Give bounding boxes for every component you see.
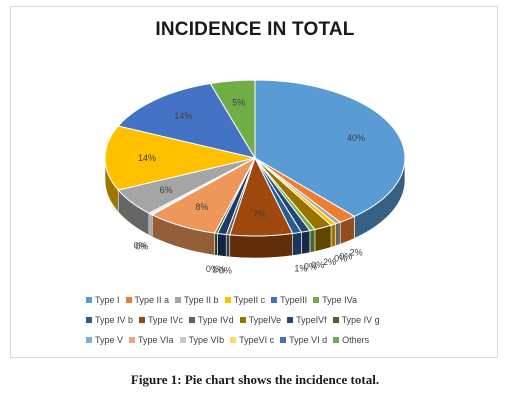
pie-data-label: 0%	[304, 262, 317, 272]
legend-label: Type VIb	[188, 335, 225, 345]
pie-data-label: 0%	[311, 260, 324, 270]
pie-data-label: 14%	[138, 153, 156, 163]
pie-slices	[104, 79, 406, 259]
legend-item: Type II a	[125, 295, 170, 305]
pie-slice-side	[292, 231, 302, 256]
legend-label: Type VI d	[289, 335, 328, 345]
pie-slice	[117, 82, 257, 159]
pie-data-label: 0%	[339, 252, 352, 262]
pie-data-label: 7%	[253, 209, 266, 219]
pie-slice-side	[330, 223, 336, 248]
pie-slice-side	[214, 232, 218, 256]
legend-swatch	[175, 297, 182, 303]
legend-swatch	[239, 317, 246, 323]
legend-row: Type I Type II a Type II b TypeII c TypeIII T…	[86, 290, 456, 310]
legend-label: Others	[342, 335, 370, 345]
pie-slice-side	[229, 233, 293, 259]
legend-item: Type VI d	[280, 335, 327, 345]
legend-item: Type IVc	[139, 315, 183, 325]
legend-item: Others	[333, 335, 369, 345]
legend-swatch	[189, 317, 196, 323]
legend-label: Type V	[95, 335, 124, 345]
chart-legend: Type I Type II a Type II b TypeII c TypeIII T…	[86, 290, 456, 350]
chart-title: INCIDENCE IN TOTAL	[155, 19, 355, 40]
pie-data-label: 0%	[219, 265, 232, 275]
legend-label: Type IVd	[198, 315, 234, 325]
legend-item: Type IV b	[86, 315, 133, 325]
pie-data-label: 6%	[160, 185, 173, 195]
legend-item: TypeII c	[224, 295, 266, 305]
legend-swatch	[332, 317, 339, 323]
pie-slice-side	[225, 234, 231, 258]
legend-item: TypeVI c	[230, 335, 274, 345]
pie-data-label: 14%	[174, 111, 192, 121]
legend-label: Type II a	[134, 295, 170, 305]
legend-item: Type VIa	[129, 335, 174, 345]
legend-swatch	[313, 297, 320, 303]
pie-data-label: 0%	[134, 241, 147, 251]
pie-data-label: 40%	[347, 133, 365, 143]
legend-item: TypeIII	[271, 295, 307, 305]
legend-item: Type II b	[175, 295, 219, 305]
pie-slice	[254, 79, 406, 217]
legend-label: Type I	[95, 295, 120, 305]
legend-swatch	[230, 337, 237, 343]
legend-swatch	[271, 297, 278, 303]
legend-label: TypeIVf	[296, 315, 327, 325]
legend-swatch	[287, 317, 294, 323]
legend-item: TypeIVe	[239, 315, 282, 325]
legend-swatch	[125, 297, 132, 303]
pie-slice-side	[309, 229, 316, 253]
pie-slice-side	[217, 233, 227, 257]
legend-item: TypeIVf	[287, 315, 327, 325]
legend-swatch	[139, 317, 146, 323]
pie-slice	[209, 79, 256, 160]
legend-swatch	[86, 317, 92, 323]
pie-data-label: 0%	[135, 242, 148, 252]
legend-item: Type V	[86, 335, 123, 345]
legend-item: Type IV g	[332, 315, 380, 325]
pie-data-label: 0%	[334, 253, 347, 263]
pie-data-label: 1%	[212, 265, 225, 275]
pie-data-labels: 40%2%0%0%2%0%0%1%7%0%1%0%8%0%0%6%14%14%5…	[134, 97, 365, 275]
legend-label: Type II b	[184, 295, 219, 305]
legend-swatch	[224, 297, 231, 303]
legend-swatch	[86, 337, 92, 343]
pie-data-label: 0%	[206, 264, 219, 274]
legend-label: TypeIVe	[248, 315, 282, 325]
legend-label: Type IVc	[148, 315, 184, 325]
legend-label: Type IVa	[322, 295, 357, 305]
legend-label: TypeIII	[280, 295, 308, 305]
legend-item: Type IVa	[313, 295, 357, 305]
pie-slice-side	[301, 230, 311, 255]
legend-swatch	[280, 337, 287, 343]
pie-data-label: 8%	[195, 202, 208, 212]
pie-data-label: 5%	[232, 97, 245, 107]
legend-row: Type V Type VIa Type VIb TypeVI c Type VI d O…	[86, 330, 456, 350]
legend-label: Type IV b	[95, 315, 134, 325]
legend-swatch	[179, 337, 186, 343]
legend-item: Type I	[86, 295, 120, 305]
legend-swatch	[333, 337, 340, 343]
legend-label: Type IV g	[341, 315, 380, 325]
legend-label: TypeVI c	[239, 335, 275, 345]
pie-data-label: 1%	[294, 263, 307, 273]
legend-row: Type IV b Type IVc Type IVd TypeIVe TypeIVf T…	[86, 310, 456, 330]
legend-item: Type VIb	[179, 335, 225, 345]
legend-label: TypeII c	[233, 295, 266, 305]
legend-item: Type IVd	[189, 315, 234, 325]
legend-label: Type VIa	[138, 335, 174, 345]
legend-swatch	[86, 297, 92, 303]
legend-swatch	[129, 337, 136, 343]
pie-slice	[104, 125, 256, 191]
pie-data-label: 2%	[323, 257, 336, 267]
pie-data-label: 2%	[350, 247, 363, 257]
pie-slice-side	[335, 221, 341, 247]
figure-caption: Figure 1: Pie chart shows the incidence …	[130, 372, 380, 387]
